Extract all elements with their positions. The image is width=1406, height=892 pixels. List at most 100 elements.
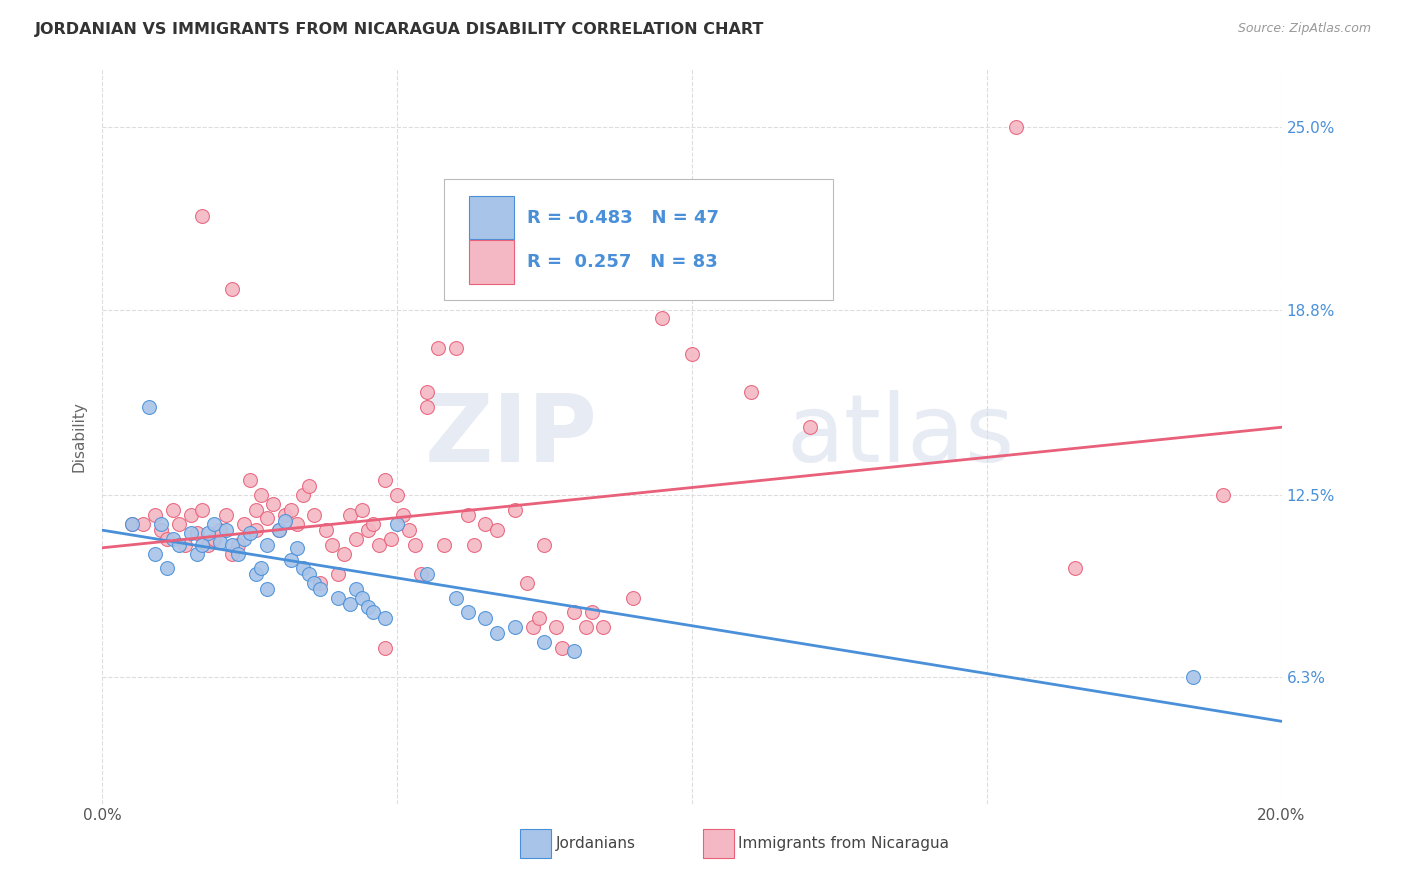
- Point: [215, 508, 238, 523]
- Point: [344, 532, 367, 546]
- Point: [291, 561, 314, 575]
- Point: [444, 591, 467, 605]
- Point: [522, 620, 544, 634]
- Point: [121, 517, 143, 532]
- Point: [250, 561, 273, 575]
- Point: [245, 523, 267, 537]
- Point: [250, 488, 273, 502]
- Point: [186, 526, 208, 541]
- Text: ZIP: ZIP: [425, 390, 598, 482]
- Point: [121, 517, 143, 532]
- Point: [380, 532, 402, 546]
- Point: [374, 473, 396, 487]
- Point: [350, 502, 373, 516]
- Point: [280, 552, 302, 566]
- Point: [143, 547, 166, 561]
- Point: [398, 523, 420, 537]
- Point: [463, 538, 485, 552]
- Point: [1005, 120, 1028, 135]
- Point: [374, 611, 396, 625]
- Point: [285, 517, 308, 532]
- Point: [221, 282, 243, 296]
- Point: [309, 582, 332, 596]
- Point: [280, 502, 302, 516]
- Point: [433, 538, 456, 552]
- Point: [385, 488, 408, 502]
- Point: [326, 567, 349, 582]
- Point: [486, 626, 509, 640]
- Point: [415, 567, 437, 582]
- Point: [202, 517, 225, 532]
- Y-axis label: Disability: Disability: [72, 401, 86, 472]
- Point: [297, 479, 319, 493]
- Point: [415, 384, 437, 399]
- Point: [799, 420, 821, 434]
- Point: [339, 597, 361, 611]
- Point: [374, 640, 396, 655]
- Point: [150, 517, 173, 532]
- Point: [156, 561, 179, 575]
- FancyBboxPatch shape: [444, 178, 834, 300]
- Point: [202, 532, 225, 546]
- Point: [385, 517, 408, 532]
- Point: [221, 538, 243, 552]
- Point: [350, 591, 373, 605]
- Point: [239, 526, 262, 541]
- Point: [326, 591, 349, 605]
- Point: [621, 591, 644, 605]
- Point: [562, 606, 585, 620]
- Point: [533, 538, 555, 552]
- Point: [474, 611, 496, 625]
- Point: [392, 508, 415, 523]
- Point: [444, 238, 467, 252]
- FancyBboxPatch shape: [470, 240, 513, 284]
- Point: [197, 526, 219, 541]
- Text: Source: ZipAtlas.com: Source: ZipAtlas.com: [1237, 22, 1371, 36]
- Point: [167, 538, 190, 552]
- Point: [404, 538, 426, 552]
- Point: [344, 582, 367, 596]
- Point: [315, 523, 337, 537]
- Point: [427, 341, 450, 355]
- Point: [221, 547, 243, 561]
- Point: [256, 538, 278, 552]
- Point: [186, 547, 208, 561]
- Point: [333, 547, 356, 561]
- Point: [226, 547, 249, 561]
- Point: [562, 644, 585, 658]
- Point: [1064, 561, 1087, 575]
- Point: [209, 535, 232, 549]
- Point: [180, 508, 202, 523]
- Point: [1212, 488, 1234, 502]
- Point: [551, 640, 574, 655]
- Point: [191, 502, 214, 516]
- Point: [415, 400, 437, 414]
- Point: [740, 384, 762, 399]
- Point: [138, 400, 160, 414]
- Point: [304, 508, 326, 523]
- Point: [209, 523, 232, 537]
- Point: [651, 311, 673, 326]
- Point: [575, 620, 598, 634]
- Point: [457, 508, 479, 523]
- Point: [156, 532, 179, 546]
- Point: [150, 523, 173, 537]
- Point: [363, 606, 385, 620]
- Point: [474, 517, 496, 532]
- Point: [162, 532, 184, 546]
- Point: [503, 620, 526, 634]
- Point: [269, 523, 291, 537]
- Point: [681, 347, 703, 361]
- Point: [191, 209, 214, 223]
- Point: [143, 508, 166, 523]
- Point: [409, 567, 432, 582]
- Text: atlas: atlas: [786, 390, 1015, 482]
- Point: [180, 526, 202, 541]
- Text: Jordanians: Jordanians: [555, 837, 636, 851]
- Point: [363, 517, 385, 532]
- Point: [304, 576, 326, 591]
- Point: [215, 523, 238, 537]
- FancyBboxPatch shape: [470, 196, 513, 239]
- Point: [457, 606, 479, 620]
- Point: [516, 576, 538, 591]
